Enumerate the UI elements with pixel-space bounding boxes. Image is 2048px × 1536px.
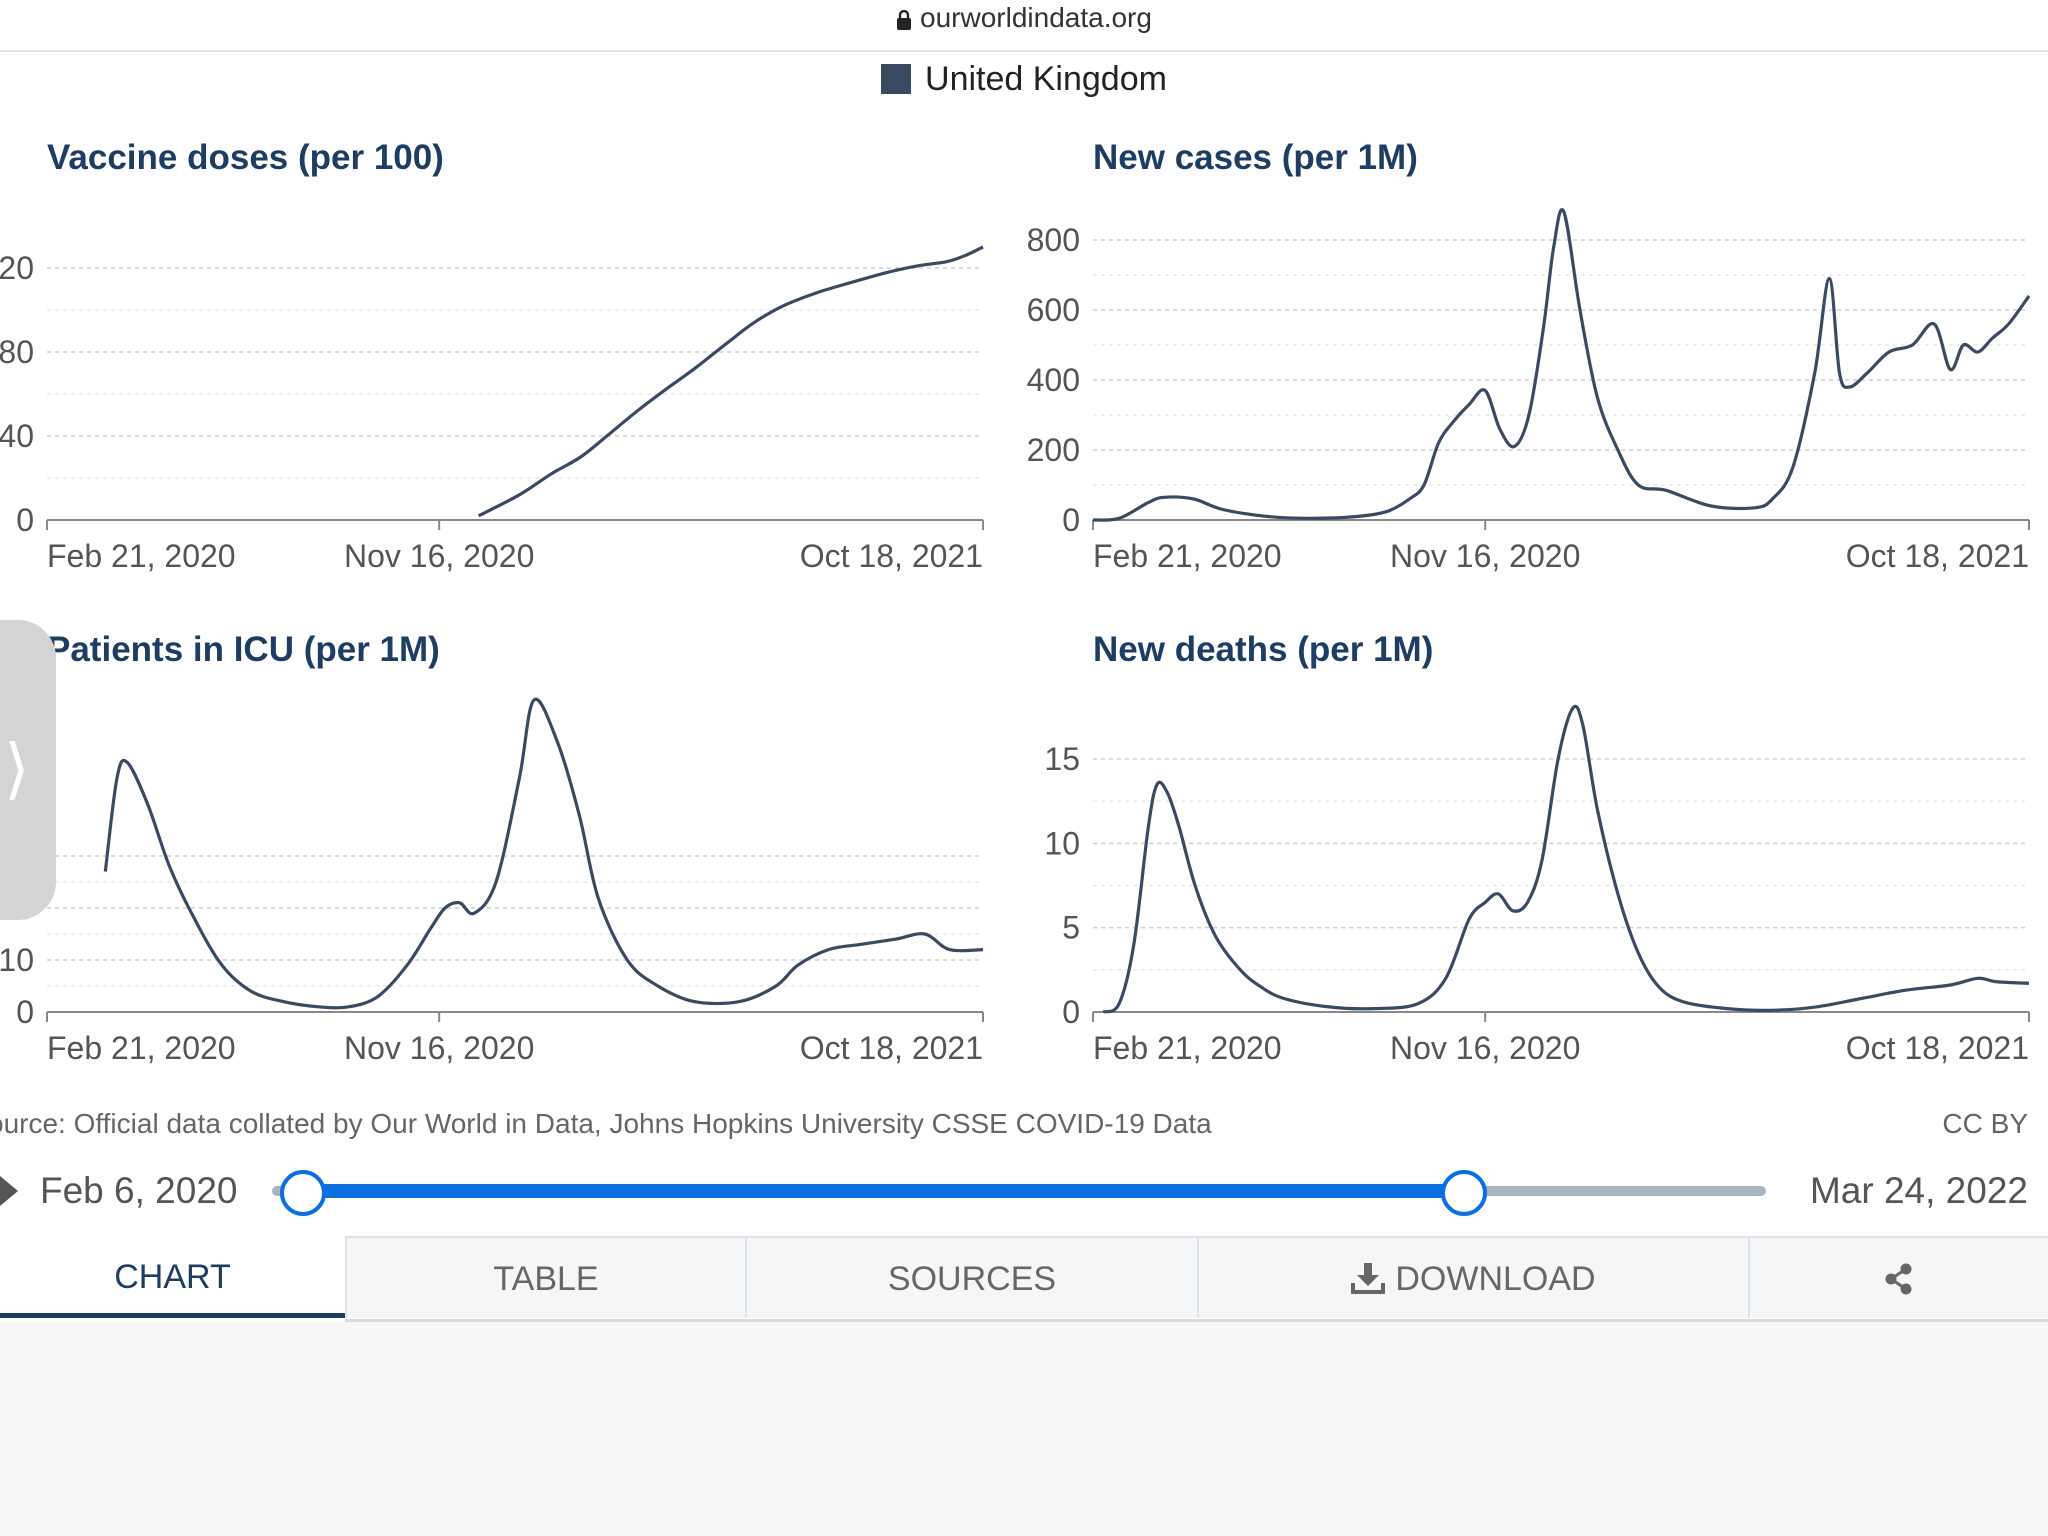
- new-deaths-x-tick-label: Nov 16, 2020: [1390, 1030, 1580, 1066]
- legend-swatch: [881, 64, 912, 94]
- new-deaths-y-tick-label: 10: [1044, 825, 1080, 861]
- chart-panels: Vaccine doses (per 100) New cases (per 1…: [0, 138, 2031, 1066]
- new-cases-y-tick-label: 200: [1027, 432, 1080, 468]
- timeline-start-handle[interactable]: [280, 1170, 326, 1216]
- new-deaths-y-tick-label: 15: [1044, 741, 1080, 777]
- lock-icon: [897, 9, 912, 30]
- vaccine-doses-x-tick-label: Feb 21, 2020: [47, 538, 236, 574]
- patients-icu-y-tick-label: 10: [0, 942, 34, 978]
- license-link[interactable]: CC BY: [1942, 1108, 2028, 1139]
- timeline-selected-range: [301, 1184, 1463, 1198]
- timeline-end-handle[interactable]: [1441, 1170, 1487, 1216]
- panel-title-patients-icu: Patients in ICU (per 1M): [47, 630, 440, 669]
- new-cases-y-tick-label: 600: [1027, 292, 1080, 328]
- legend-label: United Kingdom: [925, 60, 1167, 98]
- timeline-end-date: Mar 24, 2022: [1809, 1170, 2028, 1211]
- panel-title-new-deaths: New deaths (per 1M): [1093, 630, 1434, 669]
- panel-title-vaccine-doses: Vaccine doses (per 100): [47, 138, 444, 177]
- vaccine-doses-x-tick-label: Nov 16, 2020: [344, 538, 534, 574]
- vaccine-doses-x-tick-label: Oct 18, 2021: [800, 538, 983, 574]
- legend[interactable]: United Kingdom: [0, 60, 2048, 99]
- vaccine-doses-y-tick-label: 120: [0, 250, 34, 286]
- new-cases-y-tick-label: 400: [1027, 362, 1080, 398]
- tab-download[interactable]: DOWNLOAD: [1197, 1236, 1748, 1318]
- chevron-right-icon: ⟩: [4, 730, 30, 807]
- url-display[interactable]: ourworldindata.org: [0, 2, 2048, 34]
- vaccine-doses-y-tick-label: 40: [0, 418, 34, 454]
- new-deaths-y-tick-label: 5: [1062, 910, 1080, 946]
- charts-svg: 0 40 80 120 Feb 21, 2020 Nov 16, 2020 Oct 18, …: [0, 208, 2031, 1066]
- patients-icu-x-tick-label: Oct 18, 2021: [800, 1030, 983, 1066]
- new-deaths-x-tick-label: Oct 18, 2021: [1846, 1030, 2029, 1066]
- browser-address-bar[interactable]: ourworldindata.org: [0, 0, 2048, 52]
- patients-icu-x-tick-label: Nov 16, 2020: [344, 1030, 534, 1066]
- panel-title-new-cases: New cases (per 1M): [1093, 138, 1418, 177]
- vaccine-doses-y-tick-label: 0: [16, 502, 34, 538]
- new-cases-series-line: [1092, 208, 2031, 522]
- new-deaths-y-tick-label: 0: [1062, 994, 1080, 1030]
- url-text: ourworldindata.org: [920, 2, 1152, 33]
- tab-download-label: DOWNLOAD: [1395, 1260, 1596, 1298]
- new-deaths-x-tick-label: Feb 21, 2020: [1093, 1030, 1282, 1066]
- tab-sources[interactable]: SOURCES: [745, 1236, 1197, 1318]
- source-note: ource: Official data collated by Our Wor…: [0, 1108, 1212, 1139]
- page-background-area: [0, 1322, 2048, 1536]
- timeline-start-date: Feb 6, 2020: [40, 1170, 238, 1211]
- tab-bar-divider: [345, 1319, 2048, 1322]
- patients-icu-series-line: [103, 697, 984, 1010]
- patients-icu-y-tick-label: 0: [16, 994, 34, 1030]
- play-icon[interactable]: [0, 1176, 20, 1206]
- side-panel-toggle[interactable]: ⟩: [0, 620, 56, 920]
- new-cases-x-tick-label: Feb 21, 2020: [1093, 538, 1282, 574]
- share-icon: [1885, 1263, 1912, 1295]
- patients-icu-x-tick-label: Feb 21, 2020: [47, 1030, 236, 1066]
- new-cases-x-tick-label: Oct 18, 2021: [1846, 538, 2029, 574]
- new-cases-x-tick-label: Nov 16, 2020: [1390, 538, 1580, 574]
- new-deaths-series-line: [1102, 704, 2030, 1014]
- tab-share[interactable]: [1748, 1236, 2048, 1318]
- tab-chart[interactable]: CHART: [0, 1236, 345, 1318]
- new-cases-y-tick-label: 0: [1062, 502, 1080, 538]
- tab-table[interactable]: TABLE: [345, 1236, 745, 1318]
- new-cases-y-tick-label: 800: [1027, 222, 1080, 258]
- vaccine-doses-series-line: [477, 245, 984, 518]
- download-icon: [1351, 1263, 1386, 1294]
- vaccine-doses-y-tick-label: 80: [0, 334, 34, 370]
- tab-bar: CHART TABLE SOURCES DOWNLOAD: [0, 1236, 2048, 1320]
